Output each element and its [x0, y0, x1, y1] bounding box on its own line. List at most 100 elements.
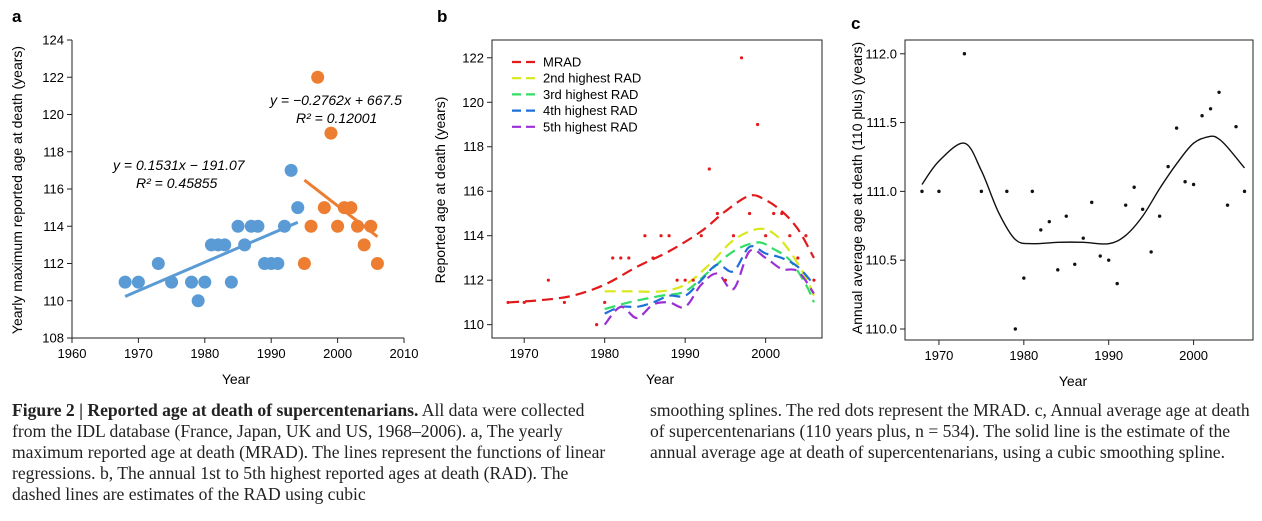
mrad-dot	[659, 234, 663, 238]
point-blue	[231, 219, 245, 233]
panel-b-mrad-points	[506, 56, 816, 327]
data-point	[979, 189, 984, 194]
panel-c-letter: c	[851, 14, 860, 33]
legend-label: 5th highest RAD	[543, 119, 638, 134]
data-point	[1140, 207, 1145, 211]
y-tick-label: 110.0	[865, 321, 897, 336]
mrad-dot	[506, 300, 510, 305]
panel-a-xlabel: Year	[222, 371, 251, 387]
y-tick-label: 110	[463, 317, 484, 332]
mrad-dot	[562, 300, 567, 305]
panel-a-eq-blue-2: R² = 0.45855	[136, 175, 218, 191]
legend-label: 2nd highest RAD	[543, 71, 641, 86]
data-point	[1056, 268, 1060, 272]
mrad-dot	[699, 234, 703, 238]
y-tick-label: 122	[462, 50, 484, 65]
mrad-dot	[675, 278, 679, 282]
panel-c-axes	[904, 39, 1254, 341]
panel-a-eq-blue-1: y = 0.1531x − 191.07	[112, 157, 246, 173]
x-tick-label: 1990	[257, 346, 286, 361]
data-point	[1123, 203, 1128, 207]
data-point	[1166, 164, 1170, 169]
mrad-dot	[812, 278, 816, 282]
y-tick-label: 116	[43, 182, 64, 197]
y-tick-label: 111.5	[866, 115, 897, 130]
data-point	[1013, 327, 1018, 331]
data-point	[1005, 189, 1009, 194]
data-point	[1242, 189, 1247, 194]
data-point	[1107, 258, 1111, 262]
caption-right: smoothing splines. The red dots represen…	[650, 400, 1250, 462]
data-point	[1098, 254, 1102, 258]
data-point	[1064, 214, 1068, 218]
point-blue	[191, 294, 205, 308]
mrad-dot	[796, 256, 800, 260]
mrad-dot	[683, 278, 687, 282]
panel-a-eq-orange-1: y = −0.2762x + 667.5	[269, 92, 402, 108]
panel-a-ylabel: Yearly maximum reported age at death (ye…	[9, 46, 25, 334]
data-point	[1174, 126, 1179, 130]
mrad-dot	[731, 234, 736, 238]
y-tick-label: 112	[463, 273, 484, 288]
caption-left: Figure 2 | Reported age at death of supe…	[12, 400, 620, 505]
data-point	[1022, 276, 1026, 280]
point-blue	[284, 163, 298, 177]
data-point	[1225, 203, 1230, 207]
panel-c-xlabel: Year	[1059, 373, 1088, 389]
y-tick-label: 110	[43, 293, 64, 308]
regression-line-blue	[124, 220, 299, 298]
mrad-dot	[667, 234, 671, 238]
data-point	[1047, 219, 1051, 224]
point-orange	[317, 201, 331, 215]
data-point	[1039, 228, 1043, 232]
mrad-dot	[619, 256, 623, 260]
panel-a-eq-orange-2: R² = 0.12001	[296, 110, 377, 126]
point-blue	[224, 275, 238, 289]
mrad-dot	[723, 278, 728, 282]
spline-4	[604, 245, 815, 315]
mrad-dot	[747, 211, 752, 216]
y-tick-label: 108	[42, 331, 64, 346]
x-tick-label: 1970	[510, 346, 539, 361]
mrad-dot	[764, 234, 768, 238]
data-point	[1183, 180, 1187, 184]
y-tick-label: 118	[463, 139, 484, 154]
caption-figure-label: Figure 2 | Reported age at death of supe…	[12, 400, 419, 420]
y-tick-label: 120	[42, 107, 64, 122]
data-point	[1090, 200, 1094, 205]
mrad-dot	[522, 300, 526, 305]
point-orange	[344, 201, 358, 215]
x-tick-label: 1970	[924, 348, 953, 363]
point-blue	[271, 257, 285, 270]
data-point	[1149, 250, 1153, 254]
x-tick-label: 1980	[590, 346, 619, 361]
panel-b-xlabel: Year	[646, 371, 675, 387]
legend-label: 3rd highest RAD	[543, 87, 638, 102]
mrad-dot	[780, 211, 784, 216]
mrad-dot	[643, 234, 647, 238]
x-tick-label: 1980	[1009, 348, 1038, 363]
spline-2	[604, 227, 815, 297]
y-tick-label: 118	[43, 144, 64, 159]
panel-a-x-ticks: 1960 1970 1980 1990 2000 2010	[58, 338, 418, 361]
mrad-dot	[756, 122, 760, 127]
mrad-dot	[595, 323, 599, 327]
y-tick-label: 112.0	[865, 46, 897, 61]
mrad-dot	[788, 234, 792, 238]
data-point	[1073, 262, 1077, 267]
x-tick-label: 1980	[190, 346, 219, 361]
mrad-dot	[707, 167, 711, 171]
panel-b-ylabel: Reported age at death (years)	[432, 97, 448, 284]
panel-b: b 1970 1980 1990 2000 110 112 114 116 118 120 122…	[432, 7, 823, 387]
mrad-dot	[603, 300, 607, 305]
data-point	[1217, 90, 1221, 94]
x-tick-label: 2000	[751, 346, 780, 361]
panel-b-letter: b	[437, 7, 447, 26]
point-blue	[218, 238, 232, 252]
data-point	[1030, 189, 1035, 194]
legend-label: 4th highest RAD	[543, 103, 638, 118]
mrad-dot	[546, 278, 550, 282]
panel-a: a 1960 1970 1980 1990 2000 2010 1081101121141…	[9, 7, 418, 387]
y-tick-label: 116	[463, 184, 484, 199]
